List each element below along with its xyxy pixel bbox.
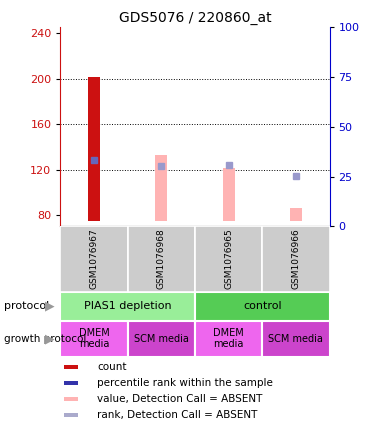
Bar — [223, 168, 235, 221]
Text: DMEM
media: DMEM media — [79, 328, 110, 349]
Text: SCM media: SCM media — [268, 334, 323, 343]
Bar — [64, 365, 78, 369]
Text: ▶: ▶ — [45, 300, 55, 313]
Text: ▶: ▶ — [45, 332, 55, 345]
Bar — [195, 321, 262, 357]
Bar — [155, 155, 167, 221]
Bar — [60, 321, 128, 357]
Bar — [128, 321, 195, 357]
Bar — [195, 226, 262, 292]
Text: GDS5076 / 220860_at: GDS5076 / 220860_at — [119, 11, 271, 25]
Text: percentile rank within the sample: percentile rank within the sample — [97, 378, 273, 388]
Bar — [64, 381, 78, 385]
Text: protocol: protocol — [4, 301, 49, 311]
Text: PIAS1 depletion: PIAS1 depletion — [84, 301, 172, 311]
Text: value, Detection Call = ABSENT: value, Detection Call = ABSENT — [97, 394, 262, 404]
Text: control: control — [243, 301, 282, 311]
Bar — [88, 77, 100, 221]
Bar — [64, 397, 78, 401]
Text: GSM1076966: GSM1076966 — [291, 229, 300, 289]
Text: count: count — [97, 362, 126, 372]
Bar — [60, 226, 128, 292]
Text: DMEM
media: DMEM media — [213, 328, 244, 349]
Text: GSM1076967: GSM1076967 — [90, 229, 99, 289]
Text: growth protocol: growth protocol — [4, 334, 86, 343]
Bar — [128, 226, 195, 292]
Bar — [290, 208, 302, 221]
Text: GSM1076965: GSM1076965 — [224, 229, 233, 289]
Text: GSM1076968: GSM1076968 — [157, 229, 166, 289]
Text: rank, Detection Call = ABSENT: rank, Detection Call = ABSENT — [97, 410, 257, 420]
Bar — [60, 292, 195, 321]
Bar — [262, 321, 330, 357]
Bar — [262, 226, 330, 292]
Bar — [64, 413, 78, 417]
Bar — [195, 292, 330, 321]
Text: SCM media: SCM media — [134, 334, 189, 343]
